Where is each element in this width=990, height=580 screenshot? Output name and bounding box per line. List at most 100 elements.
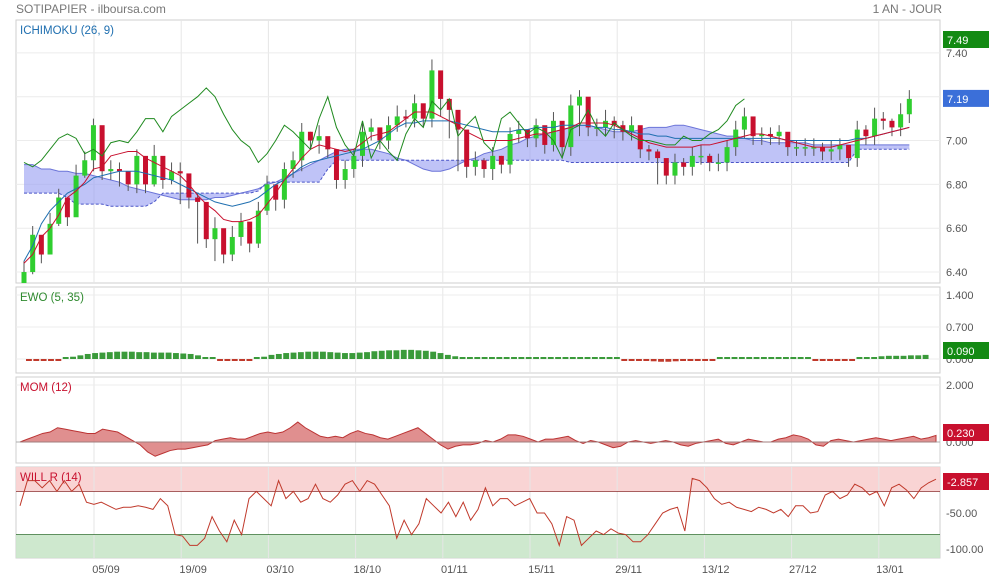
ewo-bar xyxy=(628,359,635,361)
candle-body xyxy=(186,173,192,198)
y-tick-label: 7.40 xyxy=(946,48,967,60)
ewo-bar xyxy=(503,357,510,359)
x-tick-label: 27/12 xyxy=(789,564,817,576)
x-tick-label: 29/11 xyxy=(615,564,642,576)
ewo-bar xyxy=(643,359,650,361)
willr-value-badge xyxy=(943,473,989,490)
ewo-bar xyxy=(378,350,385,359)
candle-body xyxy=(420,103,426,119)
candle-body xyxy=(724,147,730,163)
candle-body xyxy=(273,184,279,200)
candle-body xyxy=(455,109,461,130)
candle-body xyxy=(229,236,235,255)
candle-body xyxy=(898,114,904,128)
ewo-bar xyxy=(885,355,892,359)
ewo-bar xyxy=(231,359,238,361)
ewo-bar xyxy=(364,352,370,359)
ewo-bar xyxy=(319,351,326,359)
ewo-bar xyxy=(562,357,569,359)
ewo-bar xyxy=(136,352,143,359)
ichimoku-title: ICHIMOKU (26, 9) xyxy=(20,25,114,37)
ewo-bar xyxy=(408,349,415,359)
ewo-value-badge-text: 0.090 xyxy=(947,346,975,358)
ewo-bar xyxy=(856,357,863,359)
ewo-bar xyxy=(709,359,716,361)
x-tick-label: 13/01 xyxy=(876,564,904,576)
ewo-bar xyxy=(40,359,47,361)
candle-body xyxy=(698,155,704,158)
ewo-bar xyxy=(114,351,121,359)
chikou-line xyxy=(23,87,745,168)
candle-body xyxy=(663,158,669,176)
mom-title: MOM (12) xyxy=(20,382,72,394)
candle-body xyxy=(594,127,600,129)
candle-body xyxy=(872,118,878,137)
ewo-bar xyxy=(261,356,268,359)
mom-area xyxy=(19,421,937,457)
ewo-bar xyxy=(915,355,922,359)
y-tick-label: -50.00 xyxy=(946,508,977,520)
x-tick-label: 19/09 xyxy=(179,564,207,576)
mom-panel xyxy=(15,376,941,464)
ewo-bar xyxy=(694,359,701,361)
ewo-bar xyxy=(805,357,811,359)
period-selector-label[interactable]: 1 AN - JOUR xyxy=(872,2,942,16)
ewo-bar xyxy=(650,359,657,362)
ewo-bar xyxy=(783,357,789,359)
ewo-bar xyxy=(724,357,731,359)
candle-body xyxy=(73,175,79,218)
candle-body xyxy=(38,234,44,255)
ewo-bar xyxy=(760,357,767,359)
candle-body xyxy=(559,120,565,148)
ewo-bar xyxy=(680,359,686,361)
ichimoku-cloud xyxy=(24,125,910,207)
x-tick-label: 15/11 xyxy=(528,564,555,576)
x-tick-label: 03/10 xyxy=(266,564,294,576)
candle-body xyxy=(655,151,661,159)
ewo-bar xyxy=(687,359,694,361)
overbought-zone xyxy=(16,467,940,492)
ewo-bar xyxy=(400,349,407,359)
candle-body xyxy=(637,125,643,150)
ewo-bar xyxy=(253,357,260,359)
candle-body xyxy=(195,197,201,202)
candle-body xyxy=(863,129,869,137)
candle-body xyxy=(247,221,253,244)
ewo-bar xyxy=(77,355,84,359)
ewo-bar xyxy=(731,357,738,359)
candle-body xyxy=(811,147,817,149)
candle-body xyxy=(360,131,366,156)
candle-body xyxy=(255,210,261,244)
candle-body xyxy=(516,129,522,134)
ewo-bar xyxy=(907,355,914,359)
x-tick-label: 05/09 xyxy=(92,564,120,576)
candle-body xyxy=(585,96,591,128)
candle-body xyxy=(160,155,166,180)
candle-body xyxy=(342,169,348,180)
candle-body xyxy=(759,133,765,137)
candle-body xyxy=(429,70,435,119)
candle-body xyxy=(203,201,209,240)
willr-line xyxy=(19,477,937,548)
ewo-bar xyxy=(621,359,628,361)
ewo-bar xyxy=(511,357,517,359)
ewo-bar xyxy=(533,357,540,359)
ewo-bar xyxy=(356,352,363,359)
ewo-bar xyxy=(591,357,598,359)
candle-body xyxy=(134,155,140,185)
ewo-bar xyxy=(92,353,99,359)
willr-value-badge-text: -2.857 xyxy=(947,477,978,489)
ewo-bar xyxy=(99,352,106,359)
ewo-bar xyxy=(555,357,562,359)
ewo-bar xyxy=(327,352,334,359)
candle-body xyxy=(281,169,287,200)
candle-body xyxy=(151,155,157,185)
ewo-bar xyxy=(33,359,40,361)
candle-body xyxy=(854,129,860,159)
mom-value-badge-text: 0.230 xyxy=(947,428,975,440)
candle-body xyxy=(47,223,53,255)
candle-body xyxy=(264,184,270,211)
candle-body xyxy=(828,149,834,152)
x-tick-label: 18/10 xyxy=(354,564,382,576)
candle-body xyxy=(767,133,773,137)
